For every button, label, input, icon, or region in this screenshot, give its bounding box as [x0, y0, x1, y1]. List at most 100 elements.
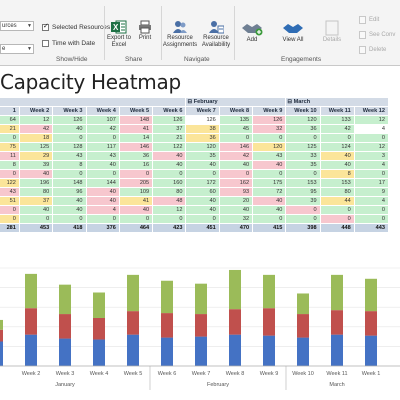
heatmap-cell[interactable]: 0 [185, 214, 220, 224]
heatmap-cell[interactable]: 40 [52, 124, 87, 134]
bar-segment[interactable] [127, 334, 139, 366]
add-engagement-button[interactable]: Add [239, 20, 265, 44]
heatmap-cell[interactable]: 40 [252, 196, 287, 206]
heatmap-cell[interactable]: 40 [86, 160, 120, 170]
heatmap-cell[interactable]: 42 [19, 124, 54, 134]
heatmap-cell[interactable]: 43 [86, 151, 120, 161]
heatmap-cell[interactable]: 12 [354, 115, 390, 125]
heatmap-cell[interactable]: 160 [152, 178, 187, 188]
bar-segment[interactable] [59, 314, 71, 339]
bar-segment[interactable] [331, 334, 343, 366]
heatmap-cell[interactable]: 45 [219, 124, 254, 134]
heatmap-cell[interactable]: 51 [0, 196, 20, 206]
heatmap-cell[interactable]: 44 [320, 196, 355, 206]
resource-availability-button[interactable]: Resource Availability [198, 20, 234, 49]
heatmap-cell[interactable]: 21 [152, 133, 187, 143]
heatmap-cell[interactable]: 126 [52, 115, 87, 125]
heatmap-cell[interactable]: 17 [354, 178, 390, 188]
heatmap-cell[interactable]: 4 [86, 205, 120, 215]
heatmap-cell[interactable]: 4 [354, 196, 390, 206]
heatmap-cell[interactable]: 0 [354, 205, 390, 215]
heatmap-cell[interactable]: 8 [0, 160, 20, 170]
heatmap-cell[interactable]: 0 [0, 205, 20, 215]
bar-segment[interactable] [127, 311, 139, 335]
heatmap-cell[interactable]: 12 [354, 142, 390, 152]
heatmap-cell[interactable]: 0 [0, 133, 20, 143]
bar-segment[interactable] [365, 335, 377, 366]
bar-segment[interactable] [297, 314, 309, 338]
heatmap-cell[interactable]: 12 [152, 205, 187, 215]
resources-dropdown[interactable]: urces ▼ [0, 21, 34, 31]
heatmap-cell[interactable]: 148 [52, 178, 87, 188]
heatmap-cell[interactable]: 36 [185, 133, 220, 143]
heatmap-cell[interactable]: 40 [86, 187, 120, 197]
heatmap-cell[interactable]: 80 [152, 187, 187, 197]
heatmap-cell[interactable]: 0 [152, 214, 187, 224]
heatmap-cell[interactable]: 0 [52, 133, 87, 143]
heatmap-cell[interactable]: 0 [152, 169, 187, 179]
heatmap-cell[interactable]: 20 [219, 196, 254, 206]
heatmap-cell[interactable]: 0 [285, 205, 321, 215]
heatmap-cell[interactable]: 64 [0, 115, 20, 125]
bar-segment[interactable] [331, 274, 343, 311]
heatmap-cell[interactable]: 95 [285, 187, 321, 197]
heatmap-cell[interactable]: 4 [354, 160, 390, 170]
bar-segment[interactable] [263, 335, 275, 366]
resource-assignments-button[interactable]: Resource Assignments [162, 20, 198, 49]
print-button[interactable]: Print [138, 20, 152, 42]
heatmap-cell[interactable]: 0 [252, 133, 287, 143]
heatmap-cell[interactable]: 18 [19, 133, 54, 143]
bar-segment[interactable] [297, 293, 309, 315]
heatmap-cell[interactable]: 0 [219, 169, 254, 179]
heatmap-cell[interactable]: 21 [0, 124, 20, 134]
heatmap-cell[interactable]: 11 [0, 151, 20, 161]
heatmap-cell[interactable]: 148 [119, 115, 154, 125]
heatmap-cell[interactable]: 0 [252, 169, 287, 179]
heatmap-cell[interactable]: 16 [119, 160, 154, 170]
heatmap-cell[interactable]: 40 [252, 205, 287, 215]
heatmap-cell[interactable]: 40 [252, 160, 287, 170]
view-all-button[interactable]: View All [279, 20, 307, 44]
bar-segment[interactable] [195, 314, 207, 337]
bar-segment[interactable] [59, 284, 71, 315]
bar-segment[interactable] [25, 334, 37, 366]
heatmap-cell[interactable]: 0 [285, 133, 321, 143]
heatmap-cell[interactable]: 37 [19, 196, 54, 206]
heatmap-cell[interactable]: 80 [320, 187, 355, 197]
heatmap-cell[interactable]: 8 [320, 169, 355, 179]
heatmap-cell[interactable]: 153 [320, 178, 355, 188]
heatmap-cell[interactable]: 172 [185, 178, 220, 188]
heatmap-cell[interactable]: 43 [252, 151, 287, 161]
bar-segment[interactable] [0, 329, 3, 342]
heatmap-cell[interactable]: 40 [52, 205, 87, 215]
heatmap-cell[interactable]: 122 [0, 178, 20, 188]
heatmap-cell[interactable]: 41 [119, 196, 154, 206]
heatmap-cell[interactable]: 0 [252, 214, 287, 224]
bar-segment[interactable] [59, 338, 71, 366]
bar-segment[interactable] [161, 337, 173, 366]
bar-segment[interactable] [331, 310, 343, 335]
heatmap-cell[interactable]: 0 [52, 169, 87, 179]
bar-segment[interactable] [263, 274, 275, 309]
heatmap-cell[interactable]: 120 [285, 115, 321, 125]
heatmap-cell[interactable]: 40 [185, 160, 220, 170]
heatmap-cell[interactable]: 9 [354, 187, 390, 197]
heatmap-cell[interactable]: 43 [52, 151, 87, 161]
month-header[interactable]: ary [0, 98, 187, 107]
heatmap-cell[interactable]: 205 [119, 178, 154, 188]
bar-segment[interactable] [161, 280, 173, 314]
bar-segment[interactable] [263, 308, 275, 336]
bar-segment[interactable] [93, 317, 105, 340]
heatmap-cell[interactable]: 0 [285, 169, 321, 179]
heatmap-cell[interactable]: 0 [0, 169, 20, 179]
heatmap-cell[interactable]: 144 [86, 178, 120, 188]
selected-resources-checkbox[interactable]: Selected Resources [42, 22, 110, 31]
heatmap-cell[interactable]: 3 [354, 151, 390, 161]
heatmap-cell[interactable]: 40 [119, 205, 154, 215]
heatmap-cell[interactable]: 41 [119, 124, 154, 134]
heatmap-cell[interactable]: 40 [152, 160, 187, 170]
heatmap-cell[interactable]: 175 [252, 178, 287, 188]
heatmap-cell[interactable]: 80 [19, 187, 54, 197]
heatmap-cell[interactable]: 32 [252, 124, 287, 134]
heatmap-cell[interactable]: 0 [86, 214, 120, 224]
